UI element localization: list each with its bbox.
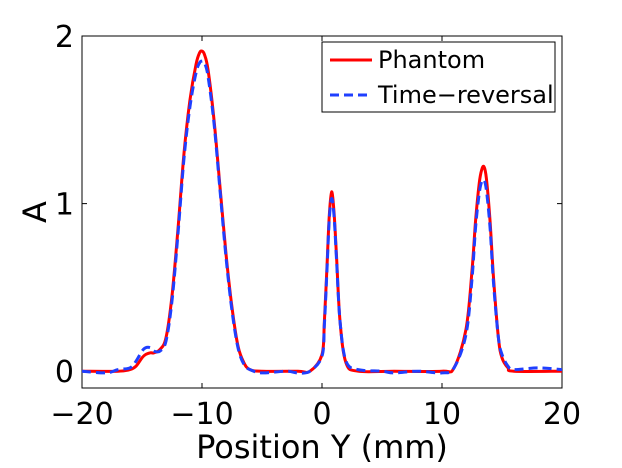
series-lines bbox=[81, 49, 563, 375]
y-tick-label: 0 bbox=[55, 355, 74, 390]
series-line-time-reversal bbox=[81, 59, 563, 375]
legend-label-phantom: Phantom bbox=[378, 46, 485, 74]
x-tick-label: 20 bbox=[543, 397, 581, 432]
x-tick-label: −20 bbox=[50, 397, 113, 432]
x-axis-label: Position Y (mm) bbox=[196, 428, 448, 466]
x-tick-label: 10 bbox=[423, 397, 461, 432]
legend-box bbox=[321, 41, 556, 113]
y-axis: 0 1 2 bbox=[55, 20, 562, 390]
x-tick-label: 0 bbox=[312, 397, 331, 432]
x-axis: −20 −10 0 10 20 bbox=[50, 36, 581, 432]
y-tick-label: 1 bbox=[55, 188, 74, 223]
y-axis-label: A bbox=[16, 201, 54, 223]
legend-label-time-reversal: Time−reversal bbox=[377, 81, 554, 109]
x-tick-label: −10 bbox=[170, 397, 233, 432]
y-tick-label: 2 bbox=[55, 20, 74, 55]
legend: Phantom Time−reversal bbox=[321, 41, 556, 113]
